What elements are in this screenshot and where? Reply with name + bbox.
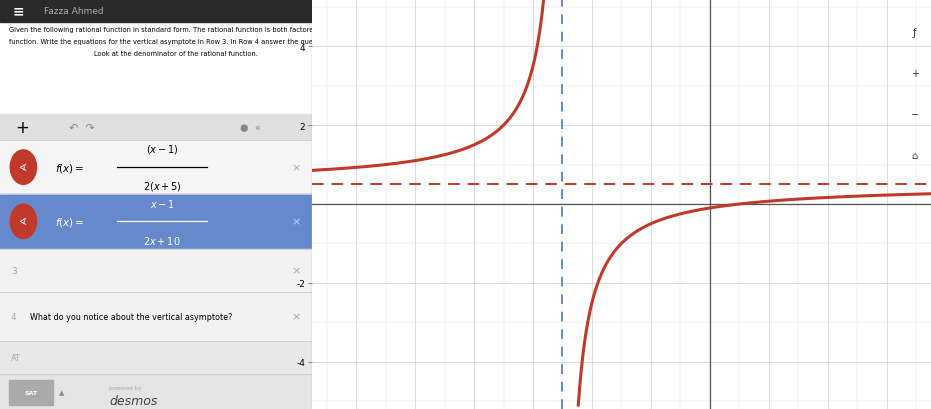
Text: $(x-1)$: $(x-1)$ bbox=[146, 143, 179, 156]
Circle shape bbox=[10, 204, 36, 239]
Text: 4: 4 bbox=[11, 312, 17, 321]
Text: ↶  ↷: ↶ ↷ bbox=[69, 122, 94, 132]
Text: $2(x+5)$: $2(x+5)$ bbox=[142, 180, 182, 193]
Text: ≡: ≡ bbox=[12, 4, 24, 18]
Circle shape bbox=[10, 151, 36, 185]
Bar bbox=[9, 380, 53, 405]
Text: ×: × bbox=[291, 312, 301, 322]
Bar bbox=[0, 342, 312, 374]
Text: AT: AT bbox=[11, 353, 21, 362]
Text: 3: 3 bbox=[11, 267, 17, 275]
Text: ×: × bbox=[291, 163, 301, 173]
Text: Fazza Ahmed: Fazza Ahmed bbox=[44, 7, 103, 16]
Text: ƒ: ƒ bbox=[913, 28, 916, 38]
Text: desmos: desmos bbox=[109, 394, 157, 407]
Text: powered by: powered by bbox=[109, 385, 142, 390]
Text: +: + bbox=[16, 118, 30, 136]
Text: +: + bbox=[911, 69, 919, 79]
Bar bbox=[0, 292, 312, 342]
Text: $2x+10$: $2x+10$ bbox=[143, 234, 181, 246]
Text: ⌂: ⌂ bbox=[911, 151, 918, 160]
Text: function. Write the equations for the vertical asymptote in Row 3. In Row 4 answ: function. Write the equations for the ve… bbox=[9, 39, 519, 45]
Bar bbox=[0, 194, 312, 249]
Text: ∢: ∢ bbox=[20, 163, 27, 173]
Text: Given the following rational function in standard form. The rational function is: Given the following rational function in… bbox=[9, 27, 500, 33]
Bar bbox=[0, 249, 312, 292]
Text: ×: × bbox=[291, 217, 301, 227]
Bar bbox=[0, 22, 312, 115]
Text: $f(x)=$: $f(x)=$ bbox=[55, 216, 84, 228]
Bar bbox=[0, 115, 312, 141]
Text: Look at the denominator of the rational function.: Look at the denominator of the rational … bbox=[93, 51, 258, 57]
Text: ∢: ∢ bbox=[20, 217, 27, 227]
Text: $f(x)=$: $f(x)=$ bbox=[55, 161, 84, 174]
Text: −: − bbox=[911, 110, 919, 119]
Bar bbox=[0, 374, 312, 409]
Bar bbox=[0, 141, 312, 194]
Text: SAT: SAT bbox=[24, 390, 38, 395]
Text: ●  «: ● « bbox=[240, 122, 261, 132]
Text: ▲: ▲ bbox=[60, 390, 64, 396]
Text: What do you notice about the vertical asymptote?: What do you notice about the vertical as… bbox=[30, 312, 232, 321]
Text: ×: × bbox=[291, 266, 301, 276]
Bar bbox=[0, 0, 312, 22]
Text: $x-1$: $x-1$ bbox=[150, 198, 175, 209]
